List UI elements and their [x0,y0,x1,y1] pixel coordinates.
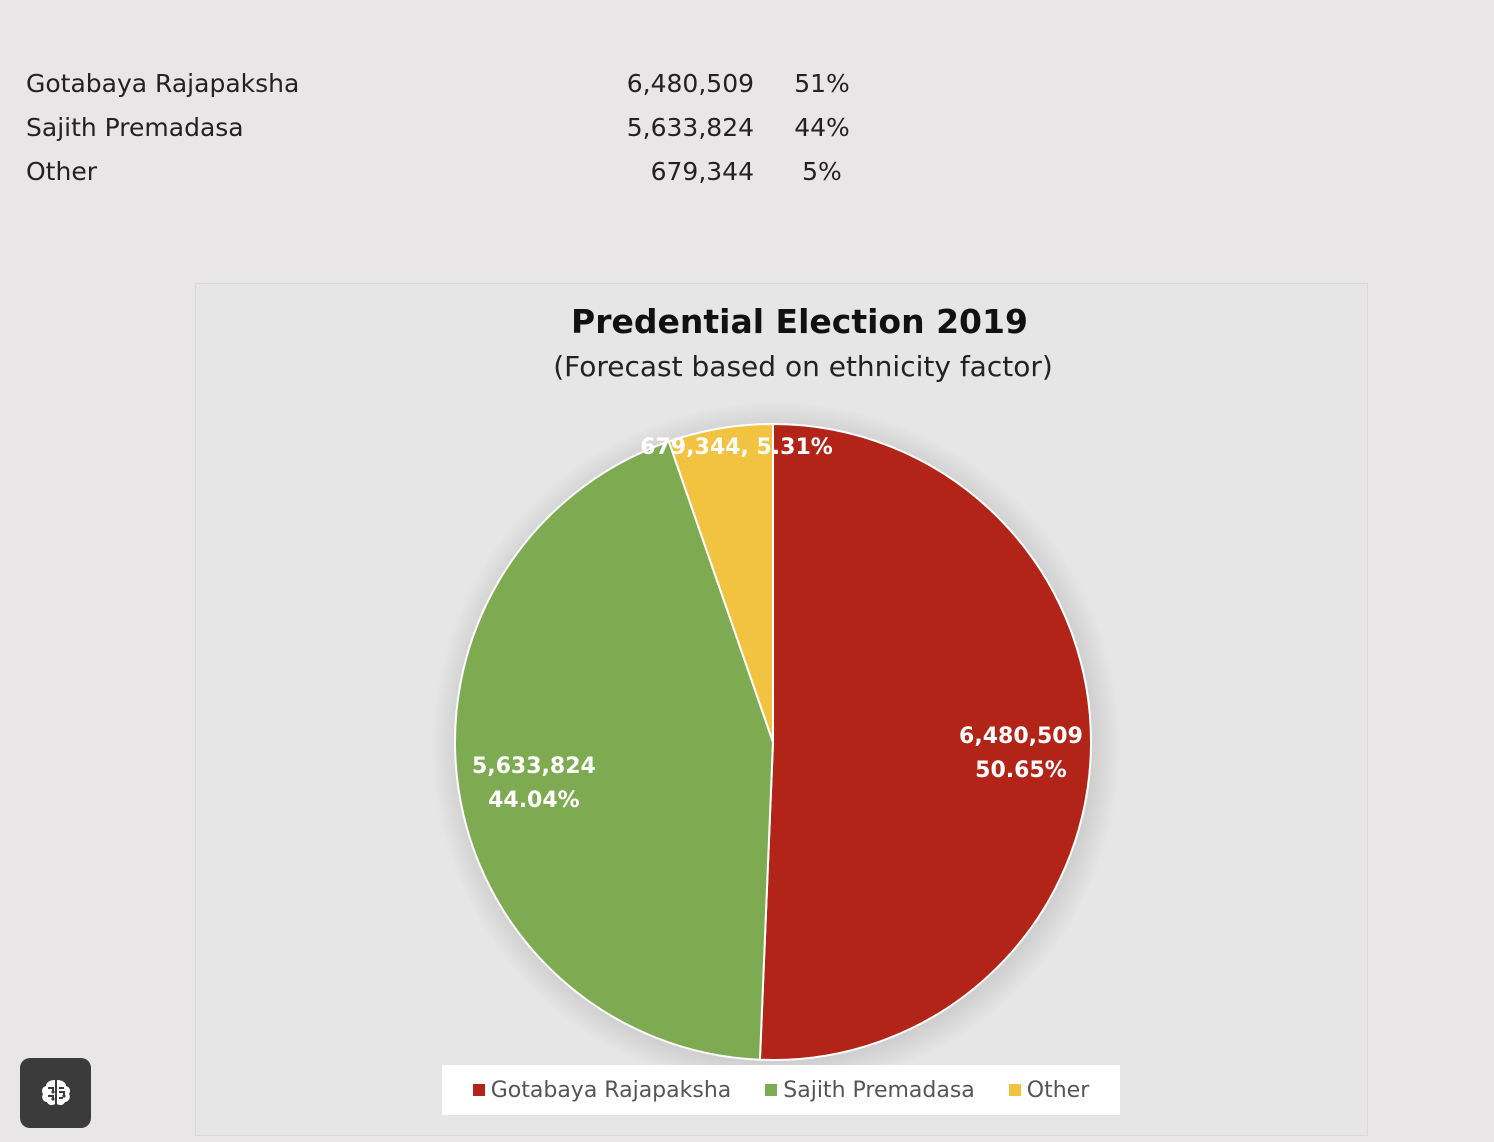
legend-item[interactable]: Gotabaya Rajapaksha [472,1077,732,1103]
summary-row: Sajith Premadasa 5,633,824 44% [26,106,866,150]
chart-legend: Gotabaya Rajapaksha Sajith Premadasa Oth… [442,1065,1120,1115]
candidate-percent: 51% [794,69,850,98]
data-label-percent: 50.65% [975,758,1067,783]
candidate-name: Sajith Premadasa [26,113,244,142]
candidate-name: Other [26,157,97,186]
legend-item[interactable]: Sajith Premadasa [765,1078,975,1103]
pie-chart[interactable]: 6,480,509 50.65% 5,633,824 44.04% 679,344, 5… [196,284,1367,1135]
summary-row: Other 679,344 5% [26,150,866,194]
slice-sajith-premadasa[interactable] [454,440,775,1061]
summary-table: Gotabaya Rajapaksha 6,480,509 51% Sajith… [26,62,866,194]
legend-item[interactable]: Other [1008,1077,1090,1103]
legend-label: Other [1026,1077,1090,1103]
candidate-percent: 44% [794,113,850,142]
data-label-value: 5,633,824 [472,754,596,779]
candidate-votes: 679,344 [650,157,754,186]
legend-label: Sajith Premadasa [783,1077,975,1103]
slice-other[interactable] [667,422,774,743]
data-label-percent: 44.04% [488,788,580,813]
candidate-votes: 6,480,509 [626,69,754,98]
pie-slices [454,422,1092,1061]
legend-label: Gotabaya Rajapaksha [490,1077,732,1103]
data-label-other: 679,344, 5.31% [640,435,833,460]
chart-title: Predential Election 2019 [571,302,1028,341]
chart-area[interactable]: Predential Election 2019 (Forecast based… [195,283,1368,1136]
candidate-votes: 5,633,824 [626,113,754,142]
brain-icon [41,1080,70,1106]
summary-row: Gotabaya Rajapaksha 6,480,509 51% [26,62,866,106]
slice-gotabaya-rajapaksha[interactable] [758,422,1092,1061]
legend-swatch [472,1084,485,1096]
legend-swatch [1008,1084,1021,1096]
pie-labels: 6,480,509 50.65% 5,633,824 44.04% 679,344, 5… [472,435,1083,813]
chart-subtitle: (Forecast based on ethnicity factor) [553,350,1053,383]
legend-swatch [765,1084,778,1096]
brain-button[interactable] [20,1058,91,1128]
candidate-percent: 5% [802,157,842,186]
data-label-value: 6,480,509 [959,724,1083,749]
candidate-name: Gotabaya Rajapaksha [26,69,300,98]
